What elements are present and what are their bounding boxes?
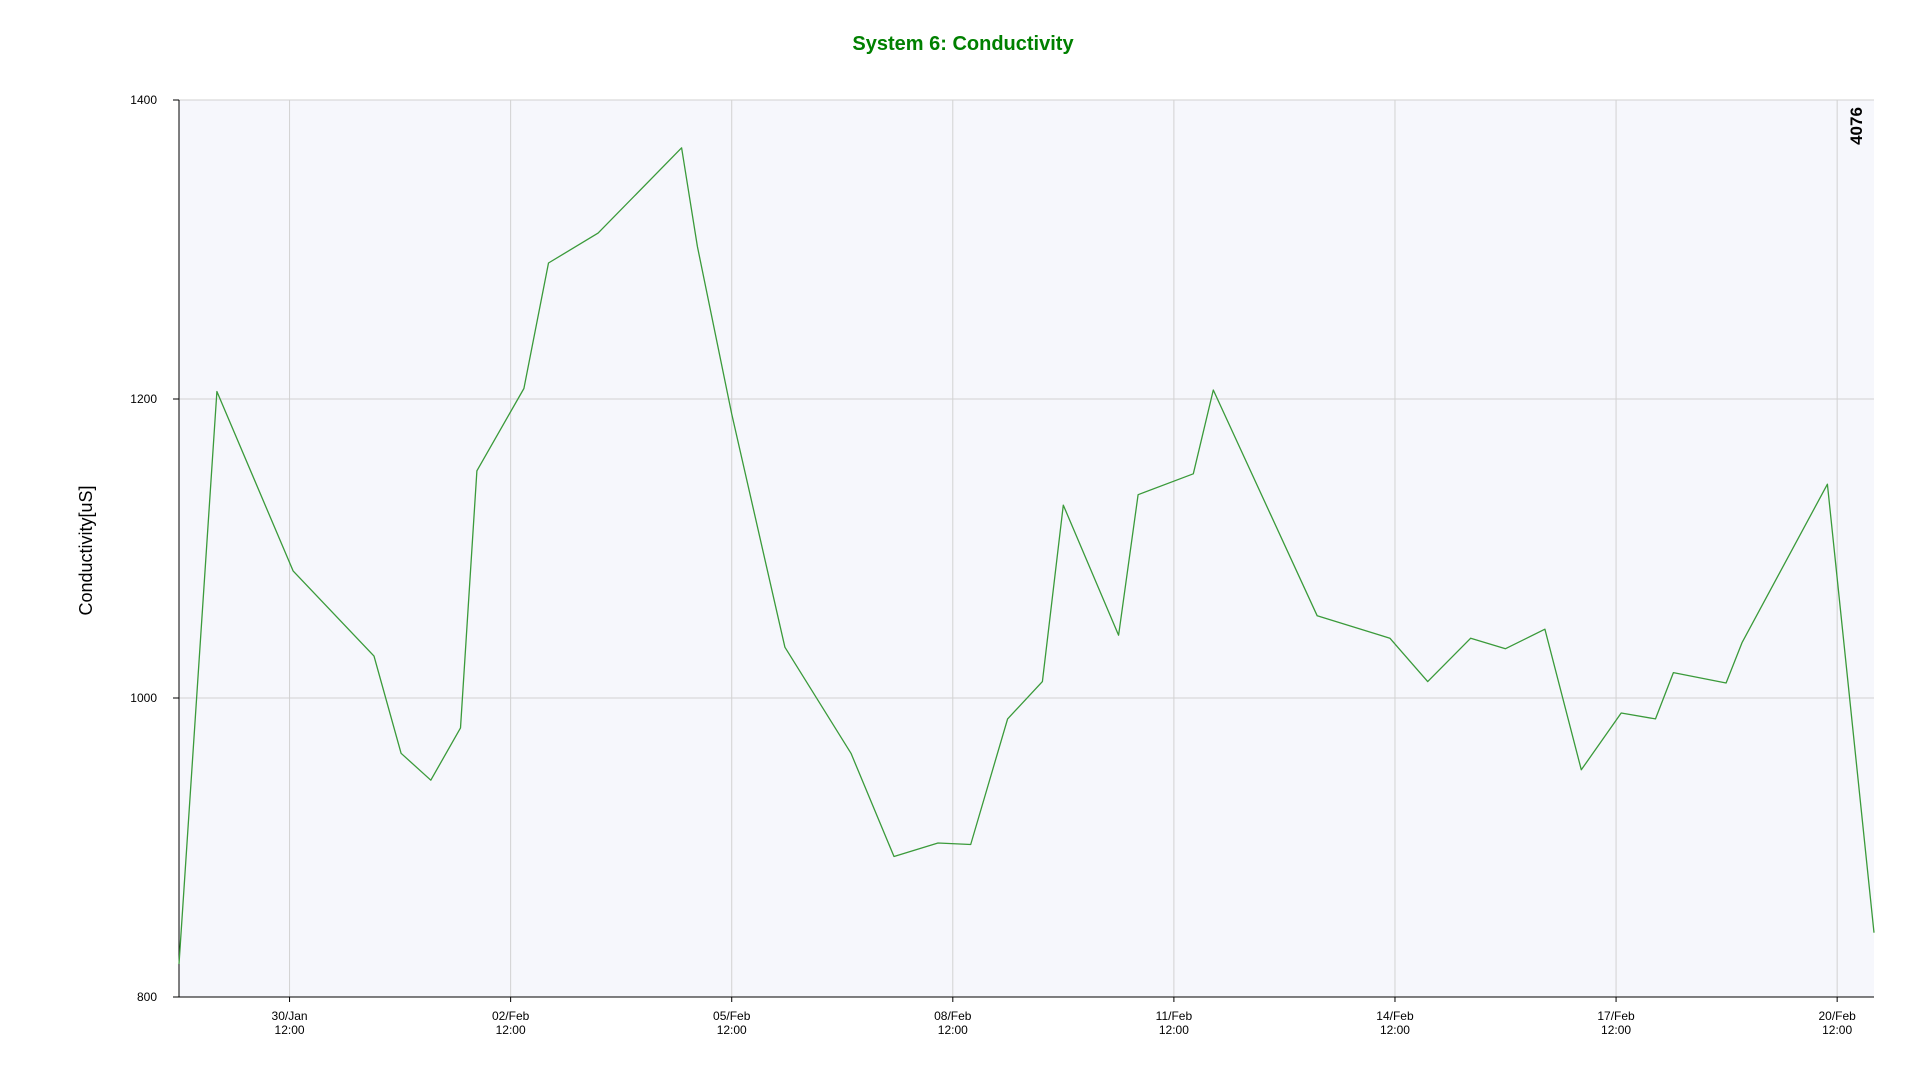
data-point	[429, 779, 432, 782]
plot-area	[179, 100, 1874, 997]
x-tick-sublabel: 12:00	[938, 1023, 968, 1037]
gridlines	[179, 99, 1874, 997]
data-point	[1873, 931, 1876, 934]
x-tick-label: 14/Feb	[1376, 1009, 1414, 1023]
data-point	[1062, 504, 1065, 507]
x-tick-sublabel: 12:00	[275, 1023, 305, 1037]
x-tick-label: 08/Feb	[934, 1009, 972, 1023]
data-point	[1117, 634, 1120, 637]
y-tick-label: 800	[137, 990, 157, 1004]
x-tick-sublabel: 12:00	[1159, 1023, 1189, 1037]
x-tick-label: 17/Feb	[1597, 1009, 1635, 1023]
data-point	[1316, 614, 1319, 617]
data-point	[1469, 637, 1472, 640]
x-tick-sublabel: 12:00	[1380, 1023, 1410, 1037]
data-point	[1620, 711, 1623, 714]
data-point	[849, 752, 852, 755]
x-tick-sublabel: 12:00	[1822, 1023, 1852, 1037]
data-point	[783, 646, 786, 649]
data-point	[696, 245, 699, 248]
data-point	[1388, 637, 1391, 640]
data-point	[1654, 717, 1657, 720]
chart-title: System 6: Conductivity	[852, 33, 1074, 55]
data-point	[1725, 682, 1728, 685]
series-layer	[178, 146, 1876, 966]
x-tick-labels: 30/Jan12:0002/Feb12:0005/Feb12:0008/Feb1…	[272, 1009, 1857, 1037]
data-point	[1504, 647, 1507, 650]
data-point	[1580, 768, 1583, 771]
x-tick-label: 20/Feb	[1818, 1009, 1856, 1023]
data-point	[936, 842, 939, 845]
data-point	[522, 387, 525, 390]
data-point	[1212, 389, 1215, 392]
x-tick-sublabel: 12:00	[717, 1023, 747, 1037]
y-tick-label: 1400	[130, 93, 157, 107]
x-tick-label: 05/Feb	[713, 1009, 751, 1023]
y-axis-label: Conductivity[uS]	[76, 485, 96, 615]
series-line	[178, 147, 1875, 965]
y-tick-labels: 800 1000 1200 1400	[130, 93, 157, 1004]
data-point	[1041, 680, 1044, 683]
axes	[173, 99, 1874, 1002]
x-tick-label: 30/Jan	[272, 1009, 308, 1023]
data-point	[459, 726, 462, 729]
series-id-label: 4076	[1847, 107, 1866, 145]
data-point	[1192, 472, 1195, 475]
data-point	[1137, 493, 1140, 496]
y-tick-label: 1200	[130, 392, 157, 406]
data-point	[1543, 628, 1546, 631]
data-point	[1740, 641, 1743, 644]
data-point	[892, 855, 895, 858]
data-point	[178, 963, 181, 966]
x-tick-label: 11/Feb	[1156, 1009, 1193, 1023]
data-point	[680, 146, 683, 149]
data-point	[730, 412, 733, 415]
data-point	[1006, 717, 1009, 720]
data-point	[215, 390, 218, 393]
data-point	[1826, 483, 1829, 486]
x-tick-sublabel: 12:00	[496, 1023, 526, 1037]
data-point	[597, 232, 600, 235]
data-point	[547, 261, 550, 264]
y-tick-label: 1000	[130, 691, 157, 705]
data-point	[1672, 671, 1675, 674]
x-tick-sublabel: 12:00	[1601, 1023, 1631, 1037]
x-tick-label: 02/Feb	[492, 1009, 530, 1023]
data-point	[475, 469, 478, 472]
data-point	[372, 655, 375, 658]
data-point	[400, 752, 403, 755]
data-point	[1426, 680, 1429, 683]
data-point	[292, 569, 295, 572]
data-point	[969, 843, 972, 846]
